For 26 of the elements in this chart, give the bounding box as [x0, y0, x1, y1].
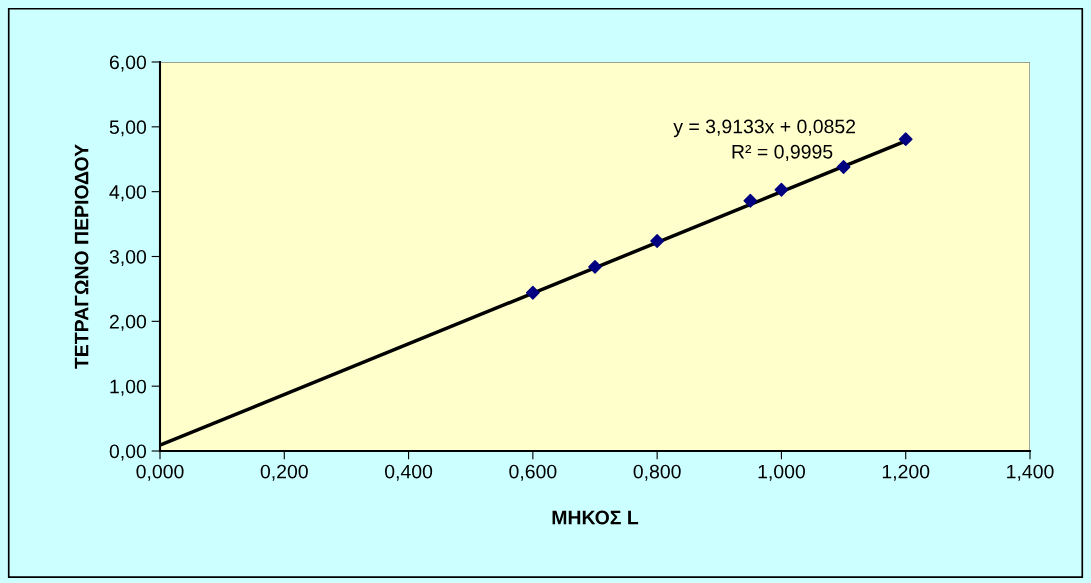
- y-tick-label: 6,00: [109, 55, 147, 72]
- y-axis-title: ΤΕΤΡΑΓΩΝΟ ΠΕΡΙΟΔΟΥ: [74, 144, 89, 369]
- point: [650, 234, 665, 248]
- y-tick-label: 4,00: [109, 185, 147, 202]
- y-tick-label: 1,00: [110, 379, 147, 396]
- y-tick-label: 3,00: [109, 249, 147, 267]
- point: [525, 285, 540, 300]
- x-tick-label: 0,800: [633, 464, 681, 481]
- x-tick-label: 1,200: [882, 464, 930, 481]
- point: [836, 160, 851, 174]
- point: [743, 193, 758, 208]
- x-tick-label: 0,000: [136, 464, 184, 481]
- x-tick-label: 0,400: [385, 464, 433, 481]
- point: [588, 259, 602, 274]
- point: [898, 132, 913, 147]
- annotation: y = 3,9133x + 0,0852: [673, 119, 856, 138]
- y-tick-label: 0,00: [109, 444, 147, 461]
- x-tick-label: 0,600: [509, 464, 557, 481]
- x-tick-label: 1,000: [758, 464, 805, 481]
- x-axis-title: ΜΗΚΟΣ L: [552, 510, 639, 525]
- x-tick-label: 0,200: [260, 464, 308, 481]
- y-tick-label: 5,00: [109, 120, 147, 137]
- x-tick-label: 1,400: [1007, 464, 1054, 481]
- y-tick-label: 2,00: [109, 314, 147, 331]
- point: [774, 182, 789, 197]
- annotation: R² = 0,9995: [732, 144, 833, 161]
